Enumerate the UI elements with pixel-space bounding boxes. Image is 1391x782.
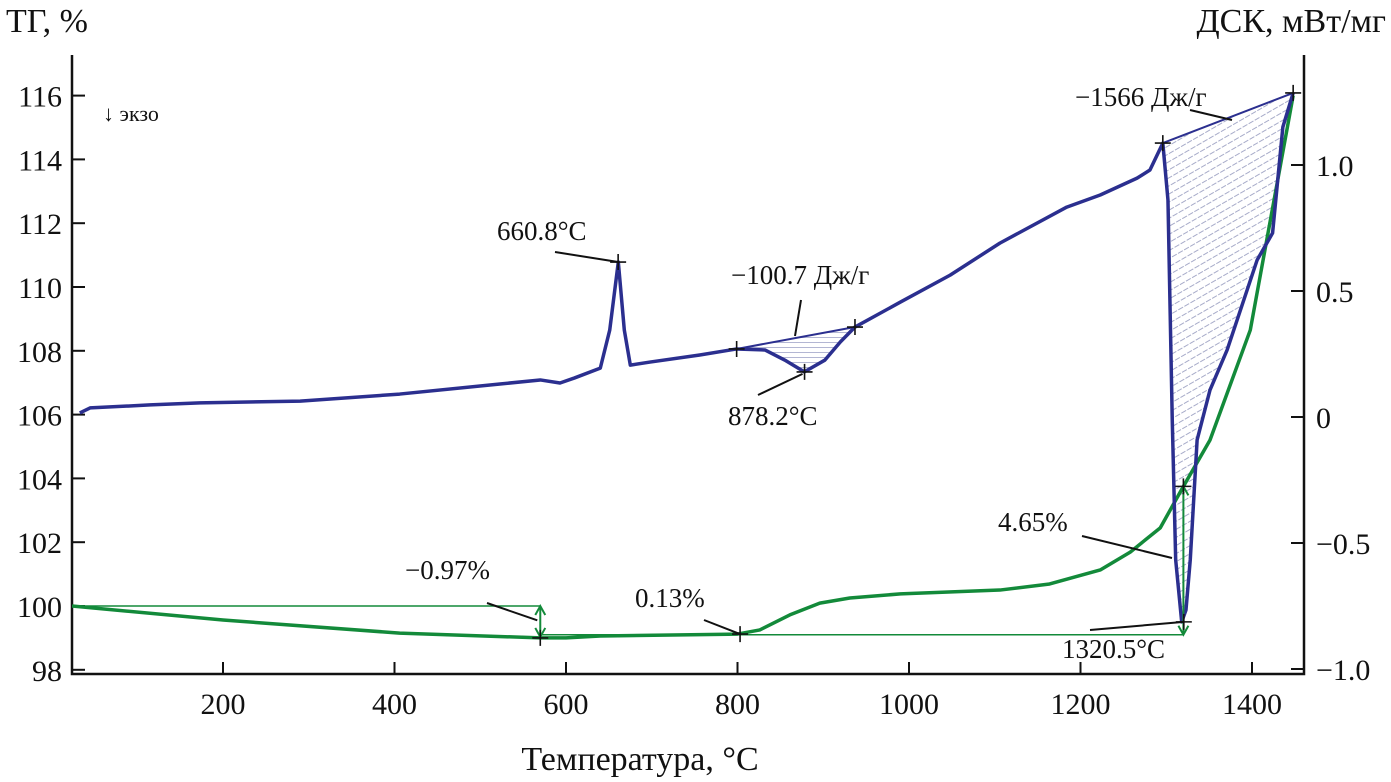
- area-region-2: [1162, 92, 1294, 622]
- point-marker: [728, 340, 745, 357]
- tg-step-label-2: 0.13%: [635, 583, 705, 613]
- y-left-tick-label: 100: [17, 591, 62, 624]
- tg-step-label-2-leader: [703, 619, 741, 636]
- area-label-1: −100.7 Дж/г: [731, 260, 869, 290]
- y-right-tick-label: −0.5: [1316, 528, 1370, 561]
- peak-label-660-leader: [554, 251, 619, 264]
- peak-label-1320-leader: [1089, 620, 1184, 631]
- y-left-tick-label: 106: [17, 400, 62, 433]
- tg-step-arrow-3-tail: [1177, 625, 1190, 637]
- point-marker: [796, 363, 813, 380]
- area-label-1-leader: [794, 299, 802, 337]
- y-left-tick-label: 108: [17, 336, 62, 369]
- x-axis-title: Температура, °C: [521, 741, 758, 778]
- point-marker: [1175, 478, 1192, 495]
- area-label-2-leader: [1189, 109, 1233, 121]
- point-marker: [1154, 135, 1171, 152]
- tg-curve: [71, 95, 1295, 640]
- y-left-tick-label: 104: [17, 463, 62, 496]
- y-right-tick-label: 0: [1316, 402, 1331, 435]
- peak-label-660: 660.8°C: [497, 216, 587, 246]
- x-tick-label: 400: [372, 688, 417, 721]
- axis-frame: [70, 55, 1306, 676]
- area-region-1-baseline: [736, 326, 856, 350]
- x-tick-label: 200: [201, 688, 246, 721]
- y-left-tick-label: 102: [17, 527, 62, 560]
- peak-label-1320: 1320.5°C: [1062, 634, 1165, 664]
- area-region-2-baseline: [1162, 91, 1294, 145]
- x-tick-label: 1000: [879, 688, 939, 721]
- y-left-tick-label: 110: [18, 272, 62, 305]
- y-right-axis-title: ДСК, мВт/мг: [1196, 3, 1386, 40]
- x-tick-label: 800: [715, 688, 760, 721]
- y-left-tick-label: 114: [18, 144, 62, 177]
- point-marker: [732, 626, 749, 643]
- point-marker: [846, 319, 863, 336]
- y-right-tick-label: −1.0: [1316, 654, 1370, 687]
- tg-step-label-3: 4.65%: [998, 507, 1068, 537]
- tg-step-arrow-1-tail: [534, 603, 547, 616]
- y-left-axis-title: ТГ, %: [6, 3, 88, 40]
- tg-step-label-3-leader: [1081, 535, 1173, 559]
- point-marker: [1285, 84, 1302, 101]
- x-tick-label: 1400: [1222, 688, 1282, 721]
- y-left-tick-label: 116: [18, 81, 62, 114]
- area-region-1: [736, 327, 855, 372]
- y-left-tick-label: 112: [18, 208, 62, 241]
- x-tick-label: 1200: [1051, 688, 1111, 721]
- y-right-tick-label: 0.5: [1316, 276, 1354, 309]
- tg-step-label-1-leader: [486, 602, 538, 622]
- peak-label-878: 878.2°C: [728, 401, 818, 431]
- dsc-curve: [79, 92, 1295, 624]
- y-right-tick-label: 1.0: [1316, 150, 1354, 183]
- point-marker: [532, 629, 549, 646]
- area-label-2: −1566 Дж/г: [1075, 82, 1207, 112]
- peak-label-878-leader: [757, 372, 803, 396]
- y-left-tick-label: 98: [32, 655, 62, 688]
- x-tick-label: 600: [544, 688, 589, 721]
- tg-step-label-1: −0.97%: [405, 555, 490, 585]
- exo-label: ↓ экзо: [103, 101, 159, 126]
